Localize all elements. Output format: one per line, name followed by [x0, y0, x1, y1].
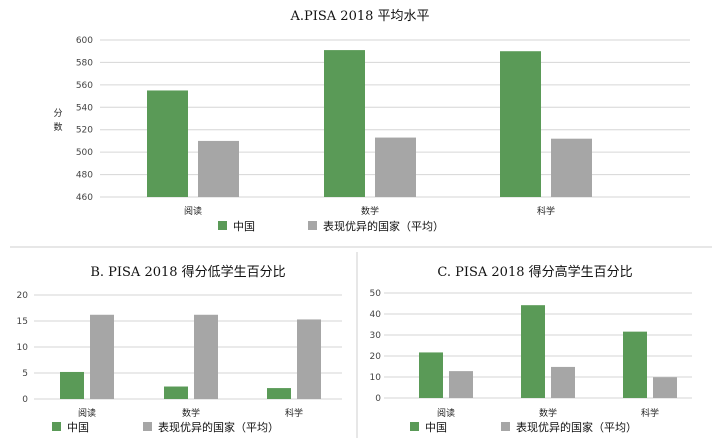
- panel-1-category-label: 阅读: [78, 407, 96, 419]
- panel-2-ytick-label: 0: [375, 394, 381, 404]
- panel-0-legend-label: 表现优异的国家（平均）: [323, 219, 444, 233]
- panel-2-category-label: 阅读: [437, 407, 455, 419]
- panel-0-ytick-label: 480: [76, 171, 93, 181]
- panel-2-legend-label: 表现优异的国家（平均）: [516, 420, 637, 434]
- panel-1-legend-swatch: [143, 422, 152, 431]
- panel-1-ytick-label: 0: [22, 395, 28, 405]
- panel-0-category-label: 阅读: [184, 205, 202, 217]
- panel-1-legend-swatch: [52, 422, 61, 431]
- panel-0-ytick-label: 560: [76, 81, 93, 91]
- panel-1-bar-china: [164, 386, 188, 399]
- panel-0-ylabel-char: 分: [53, 108, 62, 119]
- panel-2-ytick-label: 40: [370, 310, 382, 320]
- panel-1-title: B. PISA 2018 得分低学生百分比: [90, 264, 285, 280]
- panel-2-category-label: 科学: [641, 407, 659, 419]
- panel-0-ytick-label: 520: [76, 126, 93, 136]
- panel-2-ytick-label: 10: [370, 373, 382, 383]
- panel-0-ytick-label: 540: [76, 103, 93, 113]
- panel-0-bar-top-countries: [198, 140, 239, 197]
- panel-0-ytick-label: 500: [76, 148, 93, 158]
- panel-0-bar-top-countries: [551, 138, 592, 197]
- panel-1-bar-china: [60, 371, 84, 399]
- panel-1-bar-china: [267, 388, 291, 399]
- panel-0-bar-china: [500, 51, 541, 197]
- panel-2-ytick-label: 50: [370, 289, 382, 299]
- panel-0-legend-swatch: [308, 221, 317, 230]
- panel-1-ytick-label: 10: [17, 343, 29, 353]
- panel-2-legend-swatch: [501, 422, 510, 431]
- panel-2-legend-label: 中国: [425, 421, 447, 434]
- panel-2-title: C. PISA 2018 得分高学生百分比: [437, 264, 632, 280]
- panel-2-bar-top-countries: [551, 366, 575, 398]
- panel-0-category-label: 科学: [537, 205, 555, 217]
- panel-1-category-label: 数学: [182, 407, 200, 419]
- panel-2-bar-china: [419, 352, 443, 398]
- panel-1-ytick-label: 20: [17, 291, 29, 301]
- panel-1-bar-top-countries: [297, 319, 321, 399]
- panel-2-category-label: 数学: [539, 407, 557, 419]
- panel-0-legend-swatch: [218, 221, 227, 230]
- panel-1-legend-label: 中国: [67, 421, 89, 434]
- panel-1-category-label: 科学: [285, 407, 303, 419]
- panel-2-bar-top-countries: [449, 371, 473, 398]
- panel-2-ytick-label: 30: [370, 331, 382, 341]
- panel-0-bar-top-countries: [375, 137, 416, 197]
- panel-2-bar-china: [623, 331, 647, 398]
- panel-1-legend-label: 表现优异的国家（平均）: [158, 420, 279, 434]
- panel-0-ytick-label: 580: [76, 58, 93, 68]
- panel-0-ytick-label: 600: [76, 36, 93, 46]
- panel-0-title: A.PISA 2018 平均水平: [289, 9, 429, 24]
- panel-1-ytick-label: 5: [22, 369, 28, 379]
- panel-0-bar-china: [324, 50, 365, 197]
- panel-0-bar-china: [147, 90, 188, 197]
- panel-2-legend-swatch: [410, 422, 419, 431]
- panel-2-bar-top-countries: [653, 377, 677, 398]
- panel-0-ytick-label: 460: [76, 193, 93, 203]
- panel-1-bar-top-countries: [194, 314, 218, 399]
- panel-1-bar-top-countries: [90, 314, 114, 399]
- panel-2-bar-china: [521, 305, 545, 398]
- panel-2-ytick-label: 20: [370, 352, 382, 362]
- panel-0-ylabel-char: 数: [53, 121, 62, 133]
- panel-0-legend-label: 中国: [233, 220, 255, 233]
- panel-1-ytick-label: 15: [17, 317, 28, 327]
- panel-0-category-label: 数学: [361, 205, 379, 217]
